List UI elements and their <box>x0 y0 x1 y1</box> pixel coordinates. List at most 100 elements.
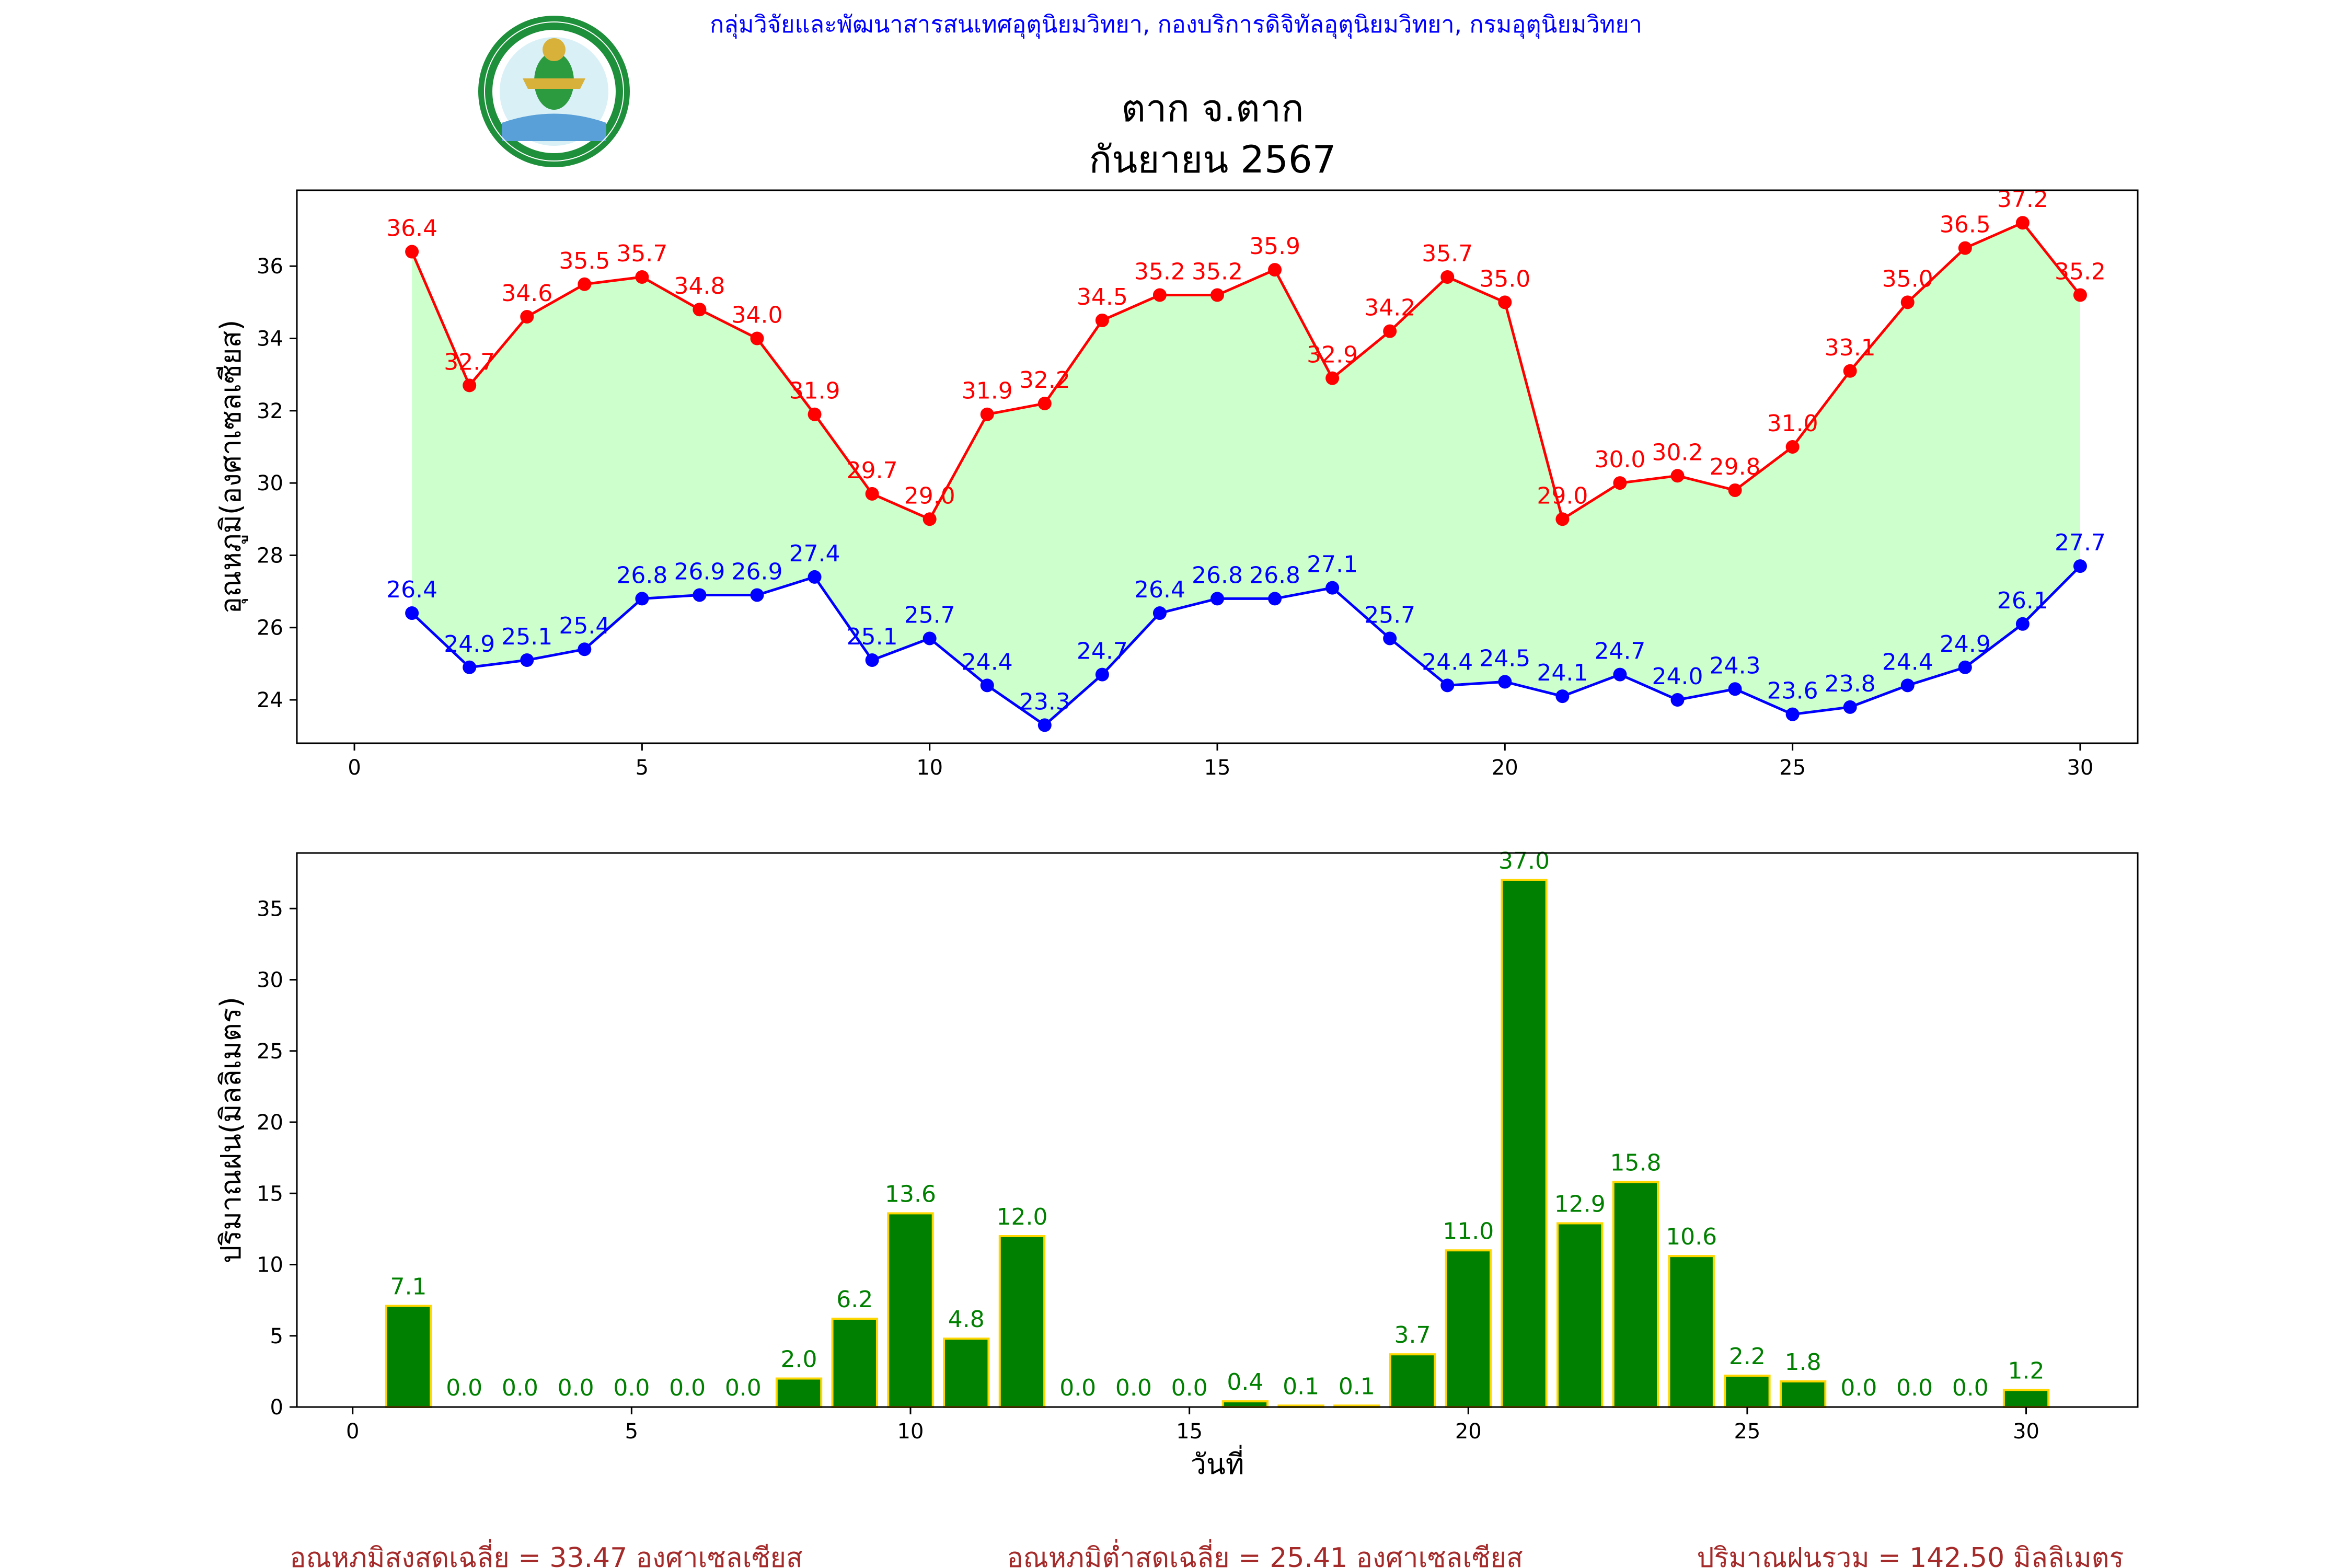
max-temp-data-label: 29.8 <box>1710 454 1761 480</box>
rainfall-chart: 7.1 0.0 0.0 0.0 0.0 0.0 0.0 2.0 6.2 13.6 4.8 12.0 0.… <box>214 848 2139 1481</box>
summary-avg-min: อุณหภูมิต่ำสุดเฉลี่ย = 25.41 องศาเซลเซีย… <box>1007 1539 1523 1568</box>
min-temp-point <box>865 653 879 667</box>
rain-y-tick-label: 15 <box>257 1182 283 1206</box>
max-temp-data-label: 35.5 <box>559 248 610 274</box>
temp-y-tick-label: 28 <box>257 544 283 568</box>
rain-y-axis-label: ปริมาณฝน(มิลลิเมตร) <box>214 997 247 1263</box>
min-temp-data-label: 24.7 <box>1594 638 1645 665</box>
min-temp-data-label: 26.8 <box>1249 562 1300 589</box>
min-temp-point <box>1728 682 1742 696</box>
temp-y-axis-label: อุณหภูมิ(องศาเซลเซียส) <box>214 320 248 614</box>
temp-x-tick-label: 15 <box>1204 756 1231 780</box>
rain-bar <box>385 1305 432 1408</box>
temp-x-tick-label: 30 <box>2067 756 2093 780</box>
min-temp-data-label: 23.6 <box>1767 678 1818 705</box>
rain-bar <box>1612 1181 1659 1409</box>
max-temp-point <box>750 331 764 345</box>
max-temp-point <box>578 277 592 291</box>
max-temp-data-label: 34.2 <box>1364 295 1415 321</box>
min-temp-point <box>1785 707 1800 721</box>
rain-bar <box>1724 1375 1771 1409</box>
min-temp-point <box>2073 559 2087 573</box>
min-temp-point <box>923 631 937 645</box>
min-temp-data-label: 24.9 <box>1940 631 1991 658</box>
temp-y-tick-label: 36 <box>257 255 283 279</box>
temp-y-tick-label: 26 <box>257 616 283 640</box>
min-temp-point <box>1210 592 1224 606</box>
max-temp-data-label: 35.9 <box>1249 233 1300 260</box>
min-temp-data-label: 26.4 <box>1134 577 1185 603</box>
max-temp-point <box>808 407 822 421</box>
rain-data-label: 3.7 <box>1394 1322 1431 1348</box>
rain-x-axis-label: วันที่ <box>1191 1445 1244 1481</box>
min-temp-data-label: 23.8 <box>1825 671 1876 697</box>
max-temp-data-label: 35.2 <box>2055 259 2106 285</box>
min-temp-line <box>411 565 2081 727</box>
temp-y-tick-label: 34 <box>257 327 283 351</box>
max-temp-point <box>980 407 994 421</box>
min-temp-point <box>1095 667 1109 682</box>
max-temp-data-label: 30.0 <box>1594 446 1645 473</box>
max-temp-point <box>463 378 477 393</box>
max-temp-data-label: 35.0 <box>1882 266 1933 292</box>
rain-data-label: 0.4 <box>1227 1369 1263 1396</box>
max-temp-point <box>405 245 419 259</box>
rain-bar <box>1389 1353 1436 1409</box>
max-temp-data-label: 31.9 <box>962 378 1013 405</box>
min-temp-point <box>405 606 419 620</box>
min-temp-point <box>1498 675 1512 689</box>
max-temp-data-label: 32.9 <box>1307 342 1358 368</box>
rain-bar <box>998 1235 1046 1409</box>
chart-title-station: ตาก จ.ตาก <box>1121 86 1304 130</box>
max-temp-point <box>1900 295 1915 309</box>
min-temp-data-label: 27.1 <box>1307 551 1358 578</box>
max-temp-point <box>1670 469 1685 483</box>
max-temp-data-label: 34.5 <box>1077 284 1128 310</box>
max-temp-point <box>1383 324 1397 338</box>
rain-bar <box>1501 879 1548 1408</box>
max-temp-data-label: 34.6 <box>501 280 552 307</box>
rain-x-tick-label: 0 <box>346 1420 359 1444</box>
min-temp-data-label: 24.4 <box>962 649 1013 675</box>
max-temp-point <box>520 310 534 324</box>
max-temp-data-label: 30.2 <box>1652 439 1703 466</box>
min-temp-data-label: 24.1 <box>1537 660 1588 686</box>
rain-x-tick-label: 15 <box>1176 1420 1203 1444</box>
max-temp-data-label: 29.7 <box>847 457 898 484</box>
min-temp-data-label: 25.1 <box>847 624 898 650</box>
rain-x-tick-label: 5 <box>625 1420 638 1444</box>
temp-y-tick-label: 30 <box>257 471 283 495</box>
max-temp-line <box>410 221 2081 522</box>
rain-bar <box>775 1377 823 1408</box>
max-temp-point <box>1325 371 1340 385</box>
rain-data-label: 12.9 <box>1554 1191 1606 1217</box>
rain-bar <box>1779 1380 1827 1409</box>
chart-title-period: กันยายน 2567 <box>1089 137 1336 181</box>
min-temp-data-label: 24.0 <box>1652 663 1703 690</box>
rain-data-label: 0.1 <box>1283 1373 1319 1400</box>
max-temp-point <box>1958 241 1972 255</box>
max-temp-point <box>1440 270 1455 284</box>
temp-x-tick-label: 5 <box>636 756 649 780</box>
max-temp-data-label: 35.7 <box>1422 240 1473 267</box>
summary-total-rain: ปริมาณฝนรวม = 142.50 มิลลิเมตร <box>1697 1542 2124 1568</box>
rain-data-label: 0.0 <box>1840 1375 1877 1401</box>
rain-data-label: 0.0 <box>613 1375 650 1401</box>
temp-y-tick-label: 24 <box>257 688 283 712</box>
min-temp-point <box>1325 581 1340 595</box>
rain-data-label: 0.0 <box>1896 1375 1933 1401</box>
min-temp-point <box>463 660 477 674</box>
min-temp-data-label: 24.5 <box>1479 645 1530 672</box>
max-temp-point <box>1843 364 1857 378</box>
rain-bar <box>1445 1249 1492 1408</box>
min-temp-point <box>1268 592 1282 606</box>
rain-x-tick-label: 10 <box>897 1420 924 1444</box>
max-temp-data-label: 31.0 <box>1767 410 1818 437</box>
rain-data-label: 0.0 <box>446 1375 482 1401</box>
min-temp-data-label: 27.7 <box>2055 529 2106 556</box>
rain-x-tick-label: 30 <box>2013 1420 2039 1444</box>
max-temp-data-label: 36.5 <box>1940 212 1991 238</box>
min-temp-point <box>635 592 649 606</box>
max-temp-data-label: 35.0 <box>1479 266 1530 292</box>
min-temp-point <box>1383 631 1397 645</box>
